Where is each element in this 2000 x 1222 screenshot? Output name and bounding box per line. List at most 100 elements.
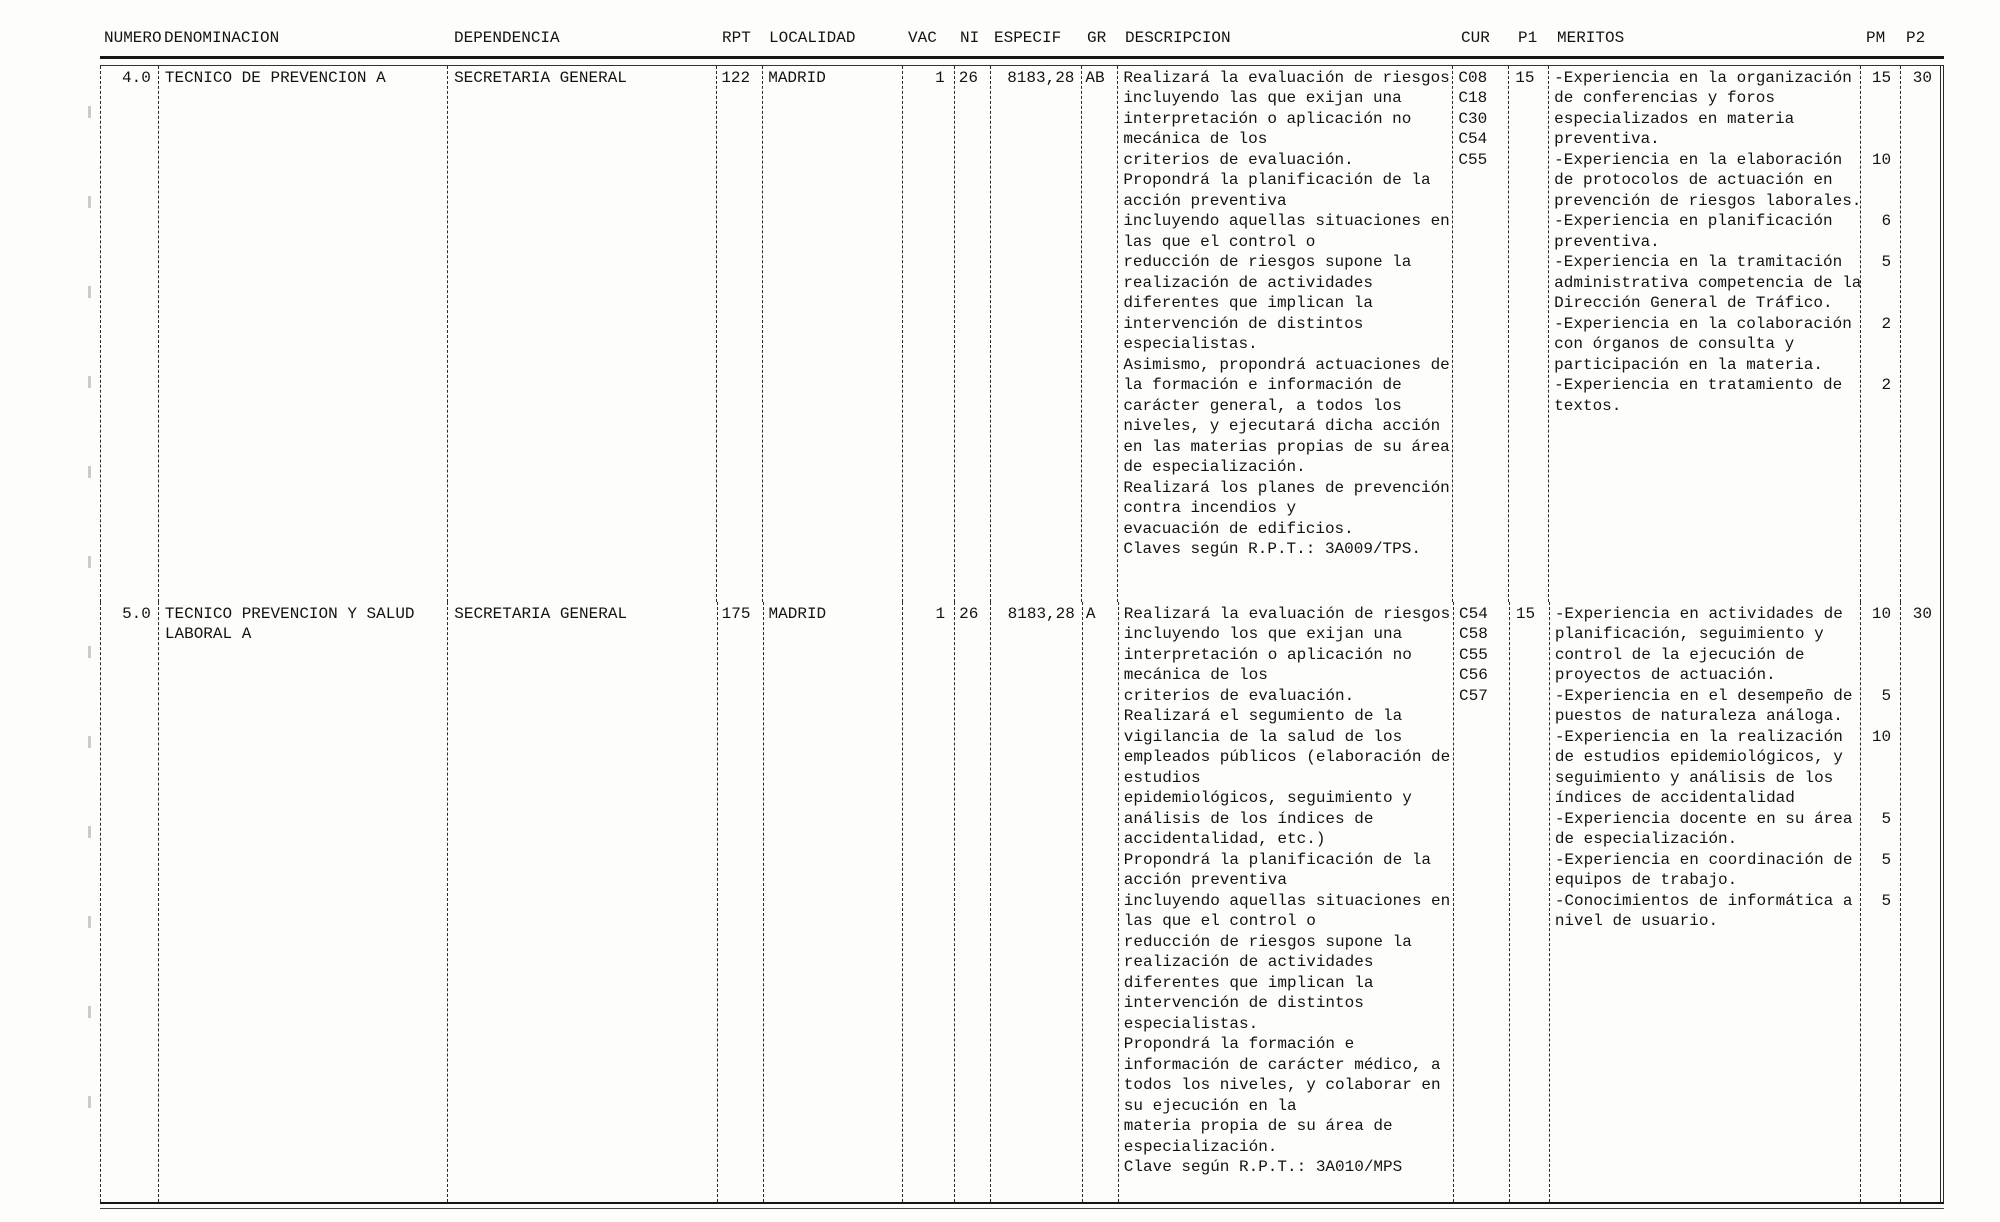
descripcion-text-line: accidentalidad, etc.) (1123, 830, 1326, 848)
column-header-label: ESPECIF (994, 29, 1062, 47)
document-sheet: NUMERO DENOMINACION DEPENDENCIA RPT LOCALIDA… (100, 26, 1944, 1209)
column-header-label: RPT (722, 29, 751, 47)
meritos-text-line: de estudios epidemiológicos, y (1554, 748, 1843, 766)
descripcion-text-line: análisis de los índices de (1123, 809, 1374, 828)
descripcion-text-line: su ejecución en la (1123, 1096, 1297, 1115)
p2-text-line (1901, 686, 1932, 707)
p2-text-line: 30 (1912, 68, 1932, 87)
p2-text-line (1901, 375, 1932, 396)
cell-pm: 15 10 6 5 2 2 (1860, 65, 1900, 602)
pm-text-line (1861, 768, 1891, 789)
p2-text-line (1901, 645, 1932, 666)
column-header-especif: ESPECIF (992, 26, 1084, 49)
meritos-text-line: puestos de naturaleza análoga. (1554, 707, 1843, 725)
pm-text-line: 5 (1881, 891, 1892, 910)
gr-text-line: A (1085, 604, 1096, 623)
meritos-text-line: -Experiencia en la colaboración (1554, 314, 1852, 333)
pm-text-line (1861, 170, 1891, 191)
cell-numero: 4.0 (100, 65, 158, 602)
meritos-text-line: -Experiencia en el desempeño de (1554, 686, 1853, 705)
cell-pm: 10 5 10 5 5 5 (1860, 601, 1900, 1202)
p2-text-line (1901, 314, 1932, 335)
cell-dependencia: SECRETARIA GENERAL (447, 65, 716, 602)
pm-text-line (1861, 355, 1891, 376)
p2-text-line: 30 (1912, 604, 1932, 623)
column-header-label: DEPENDENCIA (454, 29, 560, 47)
denominacion-text-line: LABORAL A (164, 625, 252, 643)
p2-text-line (1901, 88, 1932, 109)
cur-text-line: C54 (1459, 604, 1488, 623)
p2-text-line (1901, 211, 1932, 232)
pm-text-line (1861, 273, 1891, 294)
column-header-numero: NUMERO (100, 26, 162, 49)
cur-text-line: C08 (1458, 68, 1488, 87)
descripcion-text-line: epidemiológicos, seguimiento y (1123, 789, 1412, 807)
descripcion-text-line: diferentes que implican la (1123, 294, 1373, 312)
numero-text-line: 5.0 (122, 604, 151, 623)
pm-text-line: 10 (1871, 150, 1892, 169)
descripcion-text-line: Realizará la evaluación de riesgos (1123, 604, 1451, 623)
column-header-denominacion: DENOMINACION (158, 26, 448, 49)
descripcion-text-line: acción preventiva (1123, 191, 1287, 210)
cell-meritos: -Experiencia en la organización de confer… (1548, 65, 1861, 602)
column-header-label: CUR (1461, 29, 1490, 47)
p2-text-line (1901, 850, 1932, 871)
pm-text-line (1861, 645, 1891, 666)
p2-text-line (1901, 768, 1932, 789)
meritos-text-line: con órganos de consulta y (1554, 335, 1795, 353)
descripcion-text-line: mecánica de los (1123, 130, 1268, 148)
cell-denominacion: TECNICO PREVENCION Y SALUD LABORAL A (157, 601, 447, 1202)
descripcion-text-line: niveles, y ejecutará dicha acción (1123, 417, 1441, 435)
column-header-ni: NI (956, 26, 992, 49)
cell-cur: C08 C18 C30 C54 C55 (1452, 65, 1508, 602)
p2-text-line (1901, 727, 1932, 748)
pm-text-line: 6 (1881, 212, 1892, 230)
denominacion-text-line: TECNICO PREVENCION Y SALUD (164, 604, 415, 623)
cell-p1: 15 (1508, 601, 1549, 1202)
cell-denominacion: TECNICO DE PREVENCION A (157, 65, 447, 602)
descripcion-text-line: incluyendo aquellas situaciones en (1123, 891, 1451, 910)
meritos-text-line: nivel de usuario. (1554, 912, 1719, 930)
descripcion-text-line: contra incendios y (1123, 499, 1297, 517)
cur-text-line: C58 (1459, 625, 1488, 643)
cell-localidad: MADRID (762, 65, 902, 602)
descripcion-text-line: criterios de evaluación. (1123, 686, 1355, 705)
meritos-text-line: de conferencias y foros (1554, 89, 1775, 107)
p2-text-line (1901, 706, 1932, 727)
pm-text-line (1861, 829, 1891, 850)
cell-rpt: 122 (716, 65, 762, 602)
descripcion-text-line: de especialización. (1123, 458, 1306, 476)
pm-text-line: 5 (1881, 850, 1892, 869)
cell-localidad: MADRID (762, 601, 903, 1202)
p2-text-line (1901, 150, 1932, 171)
cur-text-line: C55 (1459, 645, 1488, 664)
p2-text-line (1901, 109, 1932, 130)
meritos-text-line: proyectos de actuación. (1554, 666, 1776, 684)
pm-text-line (1861, 624, 1891, 645)
column-header-label: LOCALIDAD (769, 29, 856, 47)
descripcion-text-line: incluyendo aquellas situaciones en (1123, 212, 1450, 230)
descripcion-text-line: evacuación de edificios. (1123, 519, 1354, 538)
p2-text-line (1901, 624, 1932, 645)
cell-gr: AB (1081, 65, 1117, 602)
dependencia-text-line: SECRETARIA GENERAL (454, 68, 627, 87)
column-header-label: P1 (1518, 29, 1538, 47)
p2-text-line (1901, 911, 1932, 932)
column-header-rpt: RPT (718, 26, 764, 49)
pm-text-line: 2 (1881, 314, 1892, 333)
ni-text-line: 26 (959, 604, 979, 623)
rpt-text-line: 175 (721, 604, 751, 623)
table-row: 4.0 TECNICO DE PREVENCION A SECRETARIA GEN… (100, 65, 1940, 602)
rpt-text-line: 122 (721, 68, 751, 87)
pm-text-line (1861, 747, 1891, 768)
column-header-gr: GR (1084, 26, 1120, 49)
meritos-text-line: de protocolos de actuación en (1554, 171, 1833, 189)
pm-text-line: 2 (1881, 376, 1892, 394)
p2-text-line (1901, 355, 1932, 376)
descripcion-text-line: las que el control o (1123, 912, 1316, 930)
descripcion-text-line: materia propia de su área de (1123, 1117, 1393, 1135)
cell-ni: 26 (953, 65, 990, 602)
pm-text-line: 10 (1871, 727, 1892, 746)
meritos-text-line: preventiva. (1554, 130, 1660, 148)
column-header-cur: CUR (1456, 26, 1512, 49)
